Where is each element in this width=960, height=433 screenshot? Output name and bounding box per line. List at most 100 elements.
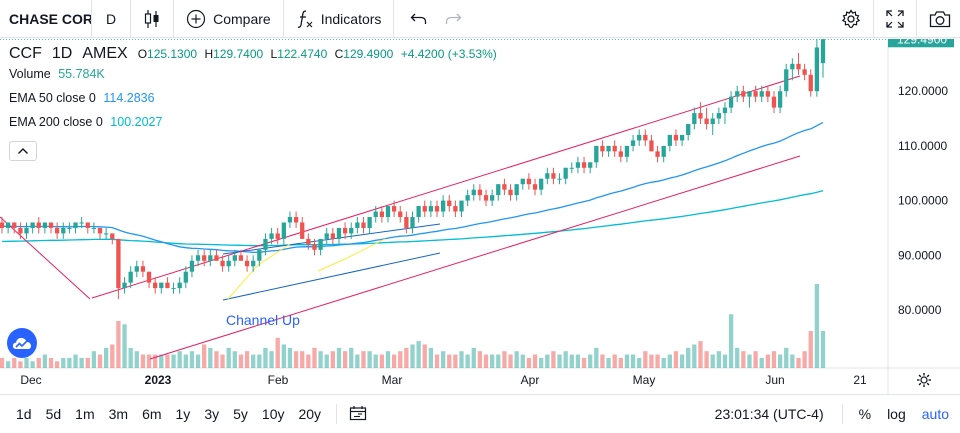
goto-date-button[interactable] [345,405,371,424]
high-label: H [204,47,214,61]
range-1m[interactable]: 1m [75,406,95,422]
range-3m[interactable]: 3m [108,406,129,422]
compare-button[interactable]: Compare [174,0,284,38]
volume-bar [796,357,801,368]
candle-body [814,47,820,92]
volume-bar [753,351,758,368]
range-1y[interactable]: 1y [175,406,191,422]
redo-button[interactable] [436,0,476,38]
undo-button[interactable] [394,0,436,38]
candle-body [244,260,250,267]
candle-body [649,140,654,152]
volume-bar [263,347,268,368]
volume-bar [759,357,764,368]
volume-bar [447,354,452,368]
volume-bar [508,354,513,368]
volume-bar [440,351,446,368]
candle-body [520,178,525,185]
indicators-button[interactable]: Indicators [284,0,395,38]
candle-body [165,282,170,289]
legend-ticker[interactable]: CCF [9,45,42,62]
candle-body [238,255,244,261]
volume-bar [275,337,280,368]
candle-body [324,233,329,239]
candle-body [104,233,109,235]
symbol-search-button[interactable]: CHASE COR [0,0,92,38]
candle-body [226,260,231,267]
auto-scale-toggle[interactable]: auto [921,406,949,422]
chart-pane[interactable]: 80.0000 90.0000 100.0000 110.0000 120.0000 12… [0,39,960,394]
axis-settings-icon[interactable] [917,373,931,387]
volume-bar [526,357,532,368]
volume-bar [514,351,519,368]
volume-bar [710,354,715,368]
volume-bar [300,351,305,368]
candle-body [293,217,299,223]
percent-scale-toggle[interactable]: % [858,406,872,422]
candle-body [18,227,23,234]
ema50-label: EMA 50 close 0 [9,91,96,105]
price-chart[interactable]: 80.0000 90.0000 100.0000 110.0000 120.0000 12… [0,39,960,394]
calendar-icon [349,405,367,420]
candle-body [220,260,225,267]
volume-bar [195,354,201,368]
volume-bar [177,351,182,368]
range-6m[interactable]: 6m [142,406,162,422]
volume-bar [551,351,556,368]
ema50-value: 114.2836 [103,91,155,105]
downtrend-line [0,216,91,300]
range-3y[interactable]: 3y [204,406,220,422]
candle-body [349,227,354,234]
clock-timezone[interactable]: 23:01:34 (UTC-4) [714,406,824,422]
candle-body [367,217,372,228]
volume-bar [110,344,115,368]
volume-bar [588,354,593,368]
candle-body [122,282,127,289]
settings-button[interactable] [829,0,873,38]
indicators-label: Indicators [320,10,382,27]
volume-bar [569,354,574,368]
volume-bar [422,344,427,368]
candle-body [673,134,679,141]
candle-body [232,255,237,261]
range-5d[interactable]: 5d [45,406,62,422]
range-5y[interactable]: 5y [233,406,248,422]
volume-bar [728,314,734,368]
candle-body [422,206,427,212]
volume-bar [771,351,777,368]
fullscreen-button[interactable] [873,0,916,38]
candle-body [539,178,544,190]
volume-bar [251,354,256,368]
range-20y[interactable]: 20y [298,406,322,422]
volume-bar [140,354,146,368]
interval-button[interactable]: D [92,0,132,38]
candle-body [820,39,826,64]
legend-volume-row[interactable]: Volume 55.784K [9,67,497,85]
candle-body [747,91,752,97]
candle-body [5,222,11,228]
separator [841,404,843,424]
candle-body [710,118,715,125]
candle-body [741,91,746,97]
legend-collapse-button[interactable] [9,141,37,161]
chart-type-button[interactable] [131,0,175,38]
candle-body [692,113,697,125]
candle-body [24,227,29,234]
range-1d[interactable]: 1d [16,406,32,422]
volume-bar [575,354,581,368]
screenshot-button[interactable] [916,0,960,38]
legend-ema200-row[interactable]: EMA 200 close 0 100.2027 [9,115,497,133]
tradingview-logo[interactable] [7,328,37,358]
range-10y[interactable]: 10y [261,406,285,422]
log-scale-toggle[interactable]: log [887,406,906,422]
candle-body [686,124,691,135]
range-buttons: 1d 5d 1m 3m 6m 1y 3y 5y 10y 20y [0,406,328,422]
legend-ema50-row[interactable]: EMA 50 close 0 114.2836 [9,91,497,109]
candle-body [153,282,158,289]
candle-body [312,244,317,250]
candle-body [251,260,256,267]
volume-bar [91,351,97,368]
candle-body [667,134,672,146]
candle-body [637,134,642,141]
legend-exchange: AMEX [82,45,128,62]
